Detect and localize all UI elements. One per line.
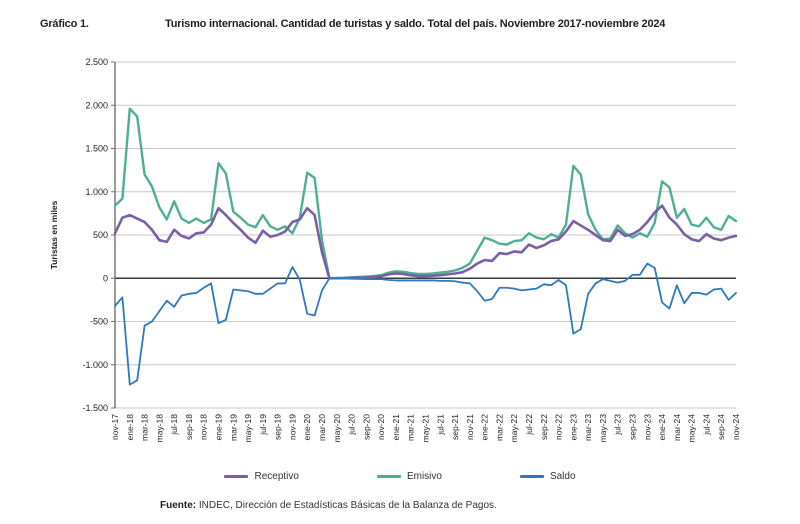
svg-text:jul-23: jul-23 [613, 414, 623, 436]
source-label: Fuente: [160, 500, 197, 511]
svg-text:jul-20: jul-20 [347, 414, 357, 436]
svg-text:jul-24: jul-24 [701, 414, 711, 436]
svg-text:nov-21: nov-21 [465, 414, 475, 440]
svg-text:mar-20: mar-20 [317, 414, 327, 441]
svg-text:sep-22: sep-22 [539, 414, 549, 440]
svg-text:may-20: may-20 [332, 414, 342, 443]
svg-text:1.500: 1.500 [85, 144, 108, 154]
saldo-line-swatch [519, 475, 544, 478]
svg-text:may-19: may-19 [243, 414, 253, 443]
svg-text:mar-19: mar-19 [228, 414, 238, 441]
svg-text:mar-21: mar-21 [406, 414, 416, 441]
svg-text:nov-20: nov-20 [376, 414, 386, 440]
svg-text:jul-22: jul-22 [524, 414, 534, 436]
svg-text:ene-22: ene-22 [480, 414, 490, 441]
svg-text:mar-18: mar-18 [140, 414, 150, 441]
svg-text:0: 0 [103, 273, 108, 283]
svg-text:nov-22: nov-22 [554, 414, 564, 440]
svg-text:sep-21: sep-21 [450, 414, 460, 440]
svg-text:sep-18: sep-18 [184, 414, 194, 440]
svg-text:ene-23: ene-23 [568, 414, 578, 441]
legend-item-receptivo: Receptivo [224, 471, 299, 482]
svg-text:sep-20: sep-20 [361, 414, 371, 440]
chart-svg: 2.500 2.000 1.500 1.000 500 0 -500 -1.000 -1.500… [49, 57, 741, 443]
svg-text:may-22: may-22 [509, 414, 519, 443]
svg-text:mar-22: mar-22 [494, 414, 504, 441]
receptivo-line-swatch [224, 475, 249, 478]
svg-text:jul-21: jul-21 [435, 414, 445, 436]
svg-text:ene-21: ene-21 [391, 414, 401, 441]
chart-header: Gráfico 1. Turismo internacional. Cantid… [0, 18, 800, 34]
chart-area: 2.500 2.000 1.500 1.000 500 0 -500 -1.000 -1.500… [0, 46, 800, 470]
svg-text:nov-18: nov-18 [199, 414, 209, 440]
svg-text:-500: -500 [90, 317, 108, 327]
svg-text:500: 500 [93, 230, 108, 240]
svg-text:ene-19: ene-19 [214, 414, 224, 441]
svg-text:may-18: may-18 [154, 414, 164, 443]
svg-text:nov-17: nov-17 [110, 414, 120, 440]
svg-text:may-24: may-24 [687, 414, 697, 443]
svg-text:nov-19: nov-19 [287, 414, 297, 440]
svg-text:jul-18: jul-18 [169, 414, 179, 436]
emisivo-line-swatch [376, 475, 401, 478]
source-note: Fuente: INDEC, Dirección de Estadísticas… [160, 500, 497, 511]
legend-item-saldo: Saldo [519, 471, 576, 482]
legend-label-saldo: Saldo [549, 471, 576, 482]
legend-label-emisivo: Emisivo [406, 471, 442, 482]
svg-text:ene-24: ene-24 [657, 414, 667, 441]
svg-text:sep-19: sep-19 [273, 414, 283, 440]
svg-text:-1.000: -1.000 [82, 360, 108, 370]
svg-text:ene-18: ene-18 [125, 414, 135, 441]
svg-text:2.000: 2.000 [85, 100, 108, 110]
svg-text:Turistas en miles: Turistas en miles [49, 200, 59, 269]
svg-text:-1.500: -1.500 [82, 403, 108, 413]
chart-legend: Receptivo Emisivo Saldo [0, 471, 800, 482]
legend-item-emisivo: Emisivo [376, 471, 442, 482]
svg-text:mar-23: mar-23 [583, 414, 593, 441]
svg-text:1.000: 1.000 [85, 187, 108, 197]
svg-text:sep-23: sep-23 [628, 414, 638, 440]
legend-label-receptivo: Receptivo [254, 471, 299, 482]
svg-text:mar-24: mar-24 [672, 414, 682, 441]
page-title: Turismo internacional. Cantidad de turis… [165, 18, 666, 30]
svg-text:may-21: may-21 [421, 414, 431, 443]
figure-label: Gráfico 1. [40, 18, 89, 30]
source-text: INDEC, Dirección de Estadísticas Básicas… [196, 500, 497, 511]
svg-text:may-23: may-23 [598, 414, 608, 443]
svg-text:nov-23: nov-23 [642, 414, 652, 440]
svg-text:jul-19: jul-19 [258, 414, 268, 436]
svg-text:nov-24: nov-24 [731, 414, 741, 440]
svg-text:2.500: 2.500 [85, 57, 108, 67]
svg-text:sep-24: sep-24 [716, 414, 726, 440]
svg-text:ene-20: ene-20 [302, 414, 312, 441]
